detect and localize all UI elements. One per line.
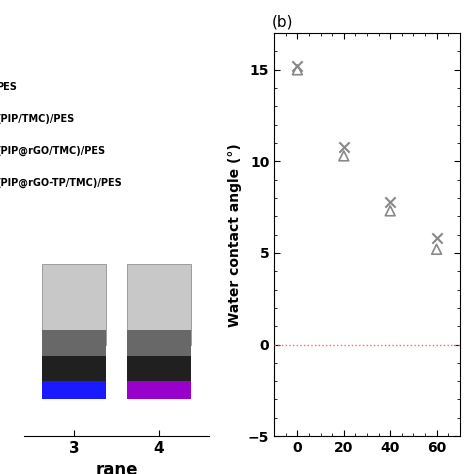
Bar [42,330,106,356]
Text: (PIP@rGO/TMC)/PES: (PIP@rGO/TMC)/PES [0,146,105,156]
Bar [42,264,106,345]
Y-axis label: Water contact angle (°): Water contact angle (°) [228,143,242,327]
Point [340,152,347,160]
Bar [42,381,106,400]
Bar [127,330,191,356]
Point [293,63,301,70]
Text: (b): (b) [271,14,293,29]
Bar [127,264,191,345]
Point [433,235,440,242]
Text: (PIP@rGO-TP/TMC)/PES: (PIP@rGO-TP/TMC)/PES [0,178,122,189]
Point [433,246,440,253]
Text: (PIP/TMC)/PES: (PIP/TMC)/PES [0,114,74,124]
Text: PES: PES [0,82,17,91]
Point [386,198,394,205]
Bar [127,381,191,400]
Bar [42,337,106,381]
X-axis label: rane: rane [95,462,138,474]
Point [293,66,301,73]
Point [340,143,347,151]
Bar [127,337,191,381]
Point [386,207,394,215]
